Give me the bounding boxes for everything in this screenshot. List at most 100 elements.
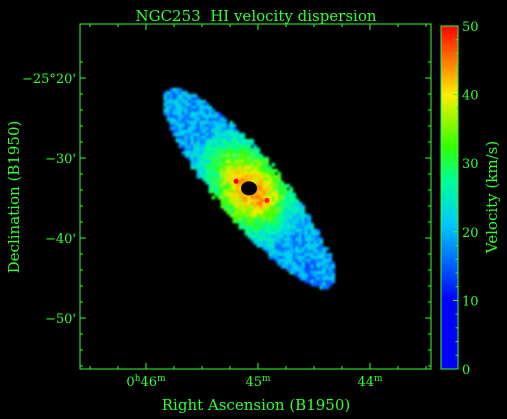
galaxy-pixel xyxy=(202,99,207,104)
galaxy-pixel xyxy=(307,255,312,260)
galaxy-pixel xyxy=(319,249,324,254)
galaxy-pixel xyxy=(238,162,243,167)
galaxy-pixel xyxy=(295,228,300,233)
galaxy-pixel xyxy=(232,210,237,215)
galaxy-pixel xyxy=(187,135,192,140)
galaxy-pixel xyxy=(235,159,240,164)
galaxy-pixel xyxy=(166,111,171,116)
galaxy-pixel xyxy=(178,135,183,140)
galaxy-pixel xyxy=(226,192,231,197)
galaxy-pixel xyxy=(238,153,243,158)
galaxy-pixel xyxy=(241,165,246,170)
galaxy-pixel xyxy=(253,144,258,149)
y-tick-label: −40' xyxy=(45,232,76,247)
galaxy-pixel xyxy=(184,147,189,152)
galaxy-pixel xyxy=(199,99,204,104)
galaxy-pixel xyxy=(295,255,300,260)
galaxy-pixel xyxy=(226,177,231,182)
galaxy-pixel xyxy=(271,228,276,233)
galaxy-pixel xyxy=(214,174,219,179)
galaxy-pixel xyxy=(322,246,327,251)
galaxy-pixel xyxy=(214,126,219,131)
galaxy-pixel xyxy=(220,120,225,125)
galaxy-pixel xyxy=(208,156,213,161)
galaxy-pixel xyxy=(298,267,303,272)
galaxy-pixel xyxy=(223,171,228,176)
galaxy-pixel xyxy=(325,252,330,257)
galaxy-pixel xyxy=(187,114,192,119)
galaxy-pixel xyxy=(256,222,261,227)
galaxy-pixel xyxy=(229,183,234,188)
galaxy-pixel xyxy=(217,195,222,200)
galaxy-pixel xyxy=(199,141,204,146)
galaxy-pixel xyxy=(307,240,312,245)
galaxy-pixel xyxy=(211,141,216,146)
galaxy-pixel xyxy=(280,213,285,218)
galaxy-pixel xyxy=(304,222,309,227)
galaxy-pixel xyxy=(211,150,216,155)
galaxy-pixel xyxy=(172,105,177,110)
x-axis-label: Right Ascension (B1950) xyxy=(162,396,350,414)
galaxy-pixel xyxy=(253,225,258,230)
galaxy-pixel xyxy=(271,213,276,218)
galaxy-pixel xyxy=(235,195,240,200)
galaxy-pixel xyxy=(196,153,201,158)
galaxy-pixel xyxy=(214,135,219,140)
galaxy-pixel xyxy=(271,180,276,185)
galaxy-pixel xyxy=(220,126,225,131)
galaxy-pixel xyxy=(214,144,219,149)
galaxy-pixel xyxy=(283,207,288,212)
galaxy-pixel xyxy=(247,159,252,164)
galaxy-pixel xyxy=(208,162,213,167)
colorbar-tick-label: 10 xyxy=(462,294,479,309)
galaxy-pixel xyxy=(193,105,198,110)
galaxy-pixel xyxy=(250,210,255,215)
galaxy-pixel xyxy=(229,174,234,179)
galaxy-pixel xyxy=(259,180,264,185)
galaxy-pixel xyxy=(211,162,216,167)
galaxy-pixel xyxy=(193,132,198,137)
galaxy-pixel xyxy=(199,162,204,167)
galaxy-pixel xyxy=(238,198,243,203)
galaxy-pixel xyxy=(247,210,252,215)
galaxy-pixel xyxy=(235,216,240,221)
galaxy-pixel xyxy=(328,276,333,281)
galaxy-pixel xyxy=(241,132,246,137)
galaxy-pixel xyxy=(187,111,192,116)
galaxy-pixel xyxy=(205,123,210,128)
galaxy-pixel xyxy=(286,189,291,194)
galaxy-pixel xyxy=(202,102,207,107)
galaxy-pixel xyxy=(307,261,312,266)
galaxy-pixel xyxy=(223,189,228,194)
galaxy-pixel xyxy=(205,171,210,176)
galaxy-pixel xyxy=(298,213,303,218)
galaxy-pixel xyxy=(220,138,225,143)
galaxy-pixel xyxy=(238,144,243,149)
galaxy-pixel xyxy=(262,240,267,245)
galaxy-pixel xyxy=(304,213,309,218)
galaxy-pixel xyxy=(205,153,210,158)
galaxy-pixel xyxy=(220,177,225,182)
galaxy-pixel xyxy=(217,129,222,134)
galaxy-pixel xyxy=(304,240,309,245)
galaxy-pixel xyxy=(295,249,300,254)
galaxy-pixel xyxy=(166,90,171,95)
galaxy-pixel xyxy=(187,153,192,158)
galaxy-pixel xyxy=(172,114,177,119)
galaxy-pixel xyxy=(268,231,273,236)
galaxy-pixel xyxy=(208,141,213,146)
galaxy-pixel xyxy=(256,168,261,173)
galaxy-pixel xyxy=(178,117,183,122)
galaxy-pixel xyxy=(211,111,216,116)
galaxy-pixel xyxy=(235,150,240,155)
galaxy-pixel xyxy=(229,159,234,164)
galaxy-pixel xyxy=(226,159,231,164)
galaxy-pixel xyxy=(199,126,204,131)
galaxy-pixel xyxy=(163,111,168,116)
galaxy-pixel xyxy=(229,156,234,161)
galaxy-pixel xyxy=(205,156,210,161)
galaxy-pixel xyxy=(244,195,249,200)
galaxy-pixel xyxy=(319,282,324,287)
galaxy-pixel xyxy=(313,237,318,242)
galaxy-pixel xyxy=(259,222,264,227)
